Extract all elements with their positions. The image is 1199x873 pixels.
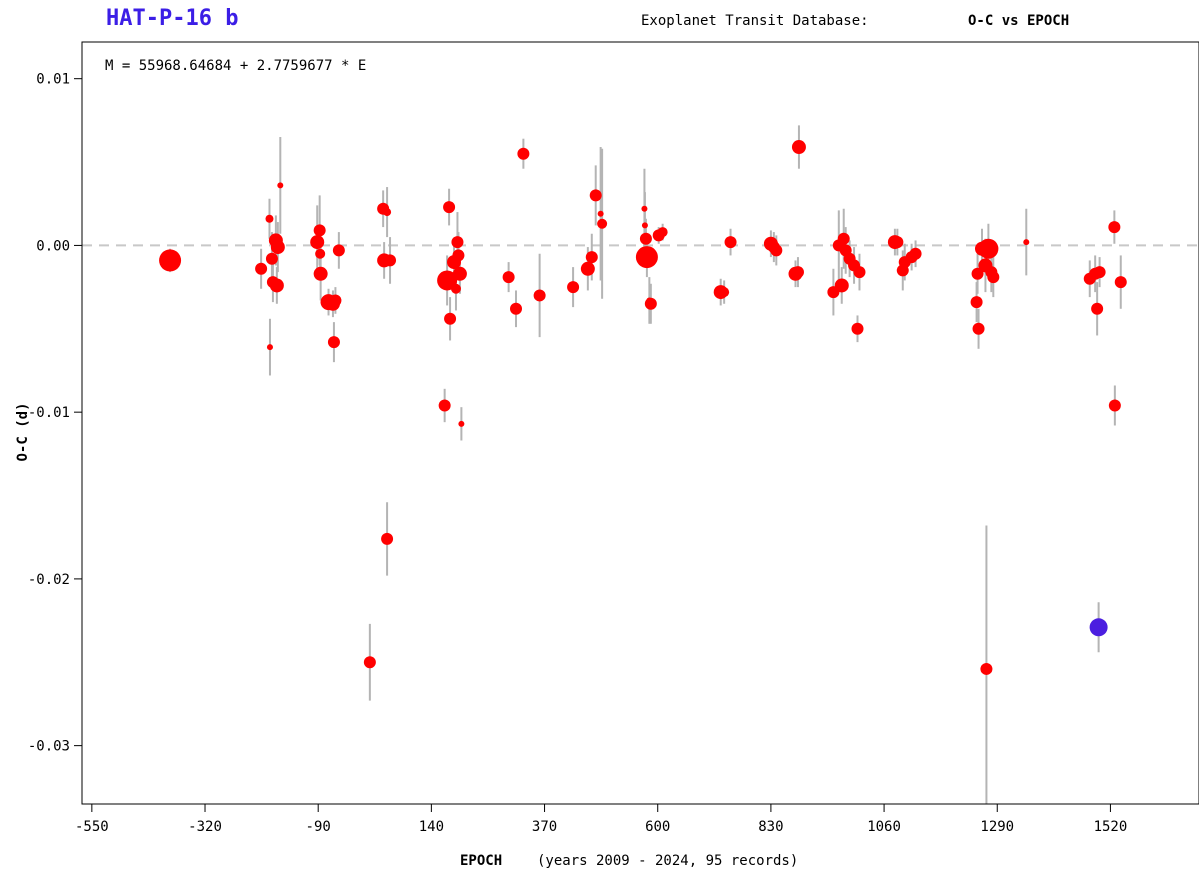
- y-tick-label: 0.01: [36, 72, 70, 88]
- x-tick-label: -550: [75, 819, 109, 835]
- data-point: [980, 662, 993, 675]
- data-point: [381, 532, 394, 545]
- data-point: [724, 236, 737, 249]
- data-point: [597, 218, 608, 229]
- data-point: [265, 252, 278, 265]
- y-tick-label: -0.01: [28, 405, 70, 421]
- data-point: [384, 254, 397, 267]
- x-axis-note: (years 2009 - 2024, 95 records): [537, 853, 798, 869]
- data-point: [277, 182, 284, 189]
- planet-title: HAT-P-16 b: [106, 6, 239, 31]
- data-point: [266, 344, 273, 351]
- data-point: [639, 232, 652, 245]
- x-tick-label: 1520: [1094, 819, 1128, 835]
- data-point: [383, 208, 392, 217]
- data-point: [1093, 266, 1106, 279]
- data-point: [971, 267, 984, 280]
- data-point: [851, 322, 864, 335]
- y-tick-label: 0.00: [36, 238, 70, 254]
- data-point: [972, 322, 985, 335]
- data-point: [313, 266, 328, 281]
- data-point: [270, 240, 285, 255]
- data-point: [452, 249, 465, 262]
- data-point: [265, 214, 274, 223]
- data-point: [567, 281, 580, 294]
- data-point: [443, 201, 456, 214]
- data-point: [458, 420, 465, 427]
- ephemeris-annotation: M = 55968.64684 + 2.7759677 * E: [105, 58, 366, 74]
- x-tick-label: 600: [645, 819, 670, 835]
- x-tick-label: 1060: [867, 819, 901, 835]
- data-point: [255, 262, 268, 275]
- y-tick-label: -0.02: [28, 572, 70, 588]
- highlighted-data-point: [1089, 618, 1108, 637]
- plot-frame: [81, 41, 1199, 805]
- data-point: [327, 336, 340, 349]
- data-point: [363, 656, 376, 669]
- data-point: [909, 247, 922, 260]
- data-point: [635, 246, 658, 269]
- data-point: [657, 227, 668, 238]
- data-point: [452, 266, 467, 281]
- data-point: [837, 232, 850, 245]
- data-point: [834, 278, 849, 293]
- data-point: [502, 271, 515, 284]
- data-point: [310, 235, 325, 250]
- data-point: [533, 289, 546, 302]
- data-point: [580, 261, 595, 276]
- data-point: [517, 147, 530, 160]
- data-point: [444, 312, 457, 325]
- data-point: [970, 296, 983, 309]
- data-point: [315, 248, 326, 259]
- data-point: [770, 244, 783, 257]
- data-point: [1023, 239, 1030, 246]
- y-tick-label: -0.03: [28, 739, 70, 755]
- data-point: [1091, 302, 1104, 315]
- data-point: [597, 210, 604, 217]
- database-label: Exoplanet Transit Database:: [641, 13, 869, 29]
- data-point: [1108, 399, 1121, 412]
- data-point: [1114, 276, 1127, 289]
- data-point: [159, 249, 182, 272]
- data-point: [589, 189, 602, 202]
- data-point: [329, 294, 342, 307]
- data-point: [510, 302, 523, 315]
- data-point: [719, 287, 730, 298]
- data-point: [978, 238, 999, 259]
- data-point: [853, 266, 866, 279]
- data-point: [791, 140, 806, 155]
- x-tick-label: -90: [306, 819, 331, 835]
- data-point: [269, 278, 284, 293]
- y-axis-title: O-C (d): [15, 402, 31, 461]
- data-point: [891, 236, 904, 249]
- x-tick-label: 370: [532, 819, 557, 835]
- data-point: [791, 266, 804, 279]
- data-point: [987, 271, 1000, 284]
- data-point: [451, 236, 464, 249]
- data-point: [437, 270, 458, 291]
- plot-type-label: O-C vs EPOCH: [968, 13, 1070, 29]
- x-tick-label: 830: [758, 819, 783, 835]
- x-tick-label: -320: [188, 819, 222, 835]
- x-axis-title: EPOCH: [460, 853, 502, 869]
- data-point: [332, 244, 345, 257]
- data-point: [438, 399, 451, 412]
- data-point: [641, 222, 648, 229]
- data-point: [1108, 221, 1121, 234]
- x-tick-label: 140: [419, 819, 444, 835]
- data-point: [644, 297, 657, 310]
- x-tick-label: 1290: [980, 819, 1014, 835]
- data-point: [313, 224, 326, 237]
- data-point: [585, 251, 598, 264]
- data-point: [450, 283, 461, 294]
- data-point: [641, 205, 648, 212]
